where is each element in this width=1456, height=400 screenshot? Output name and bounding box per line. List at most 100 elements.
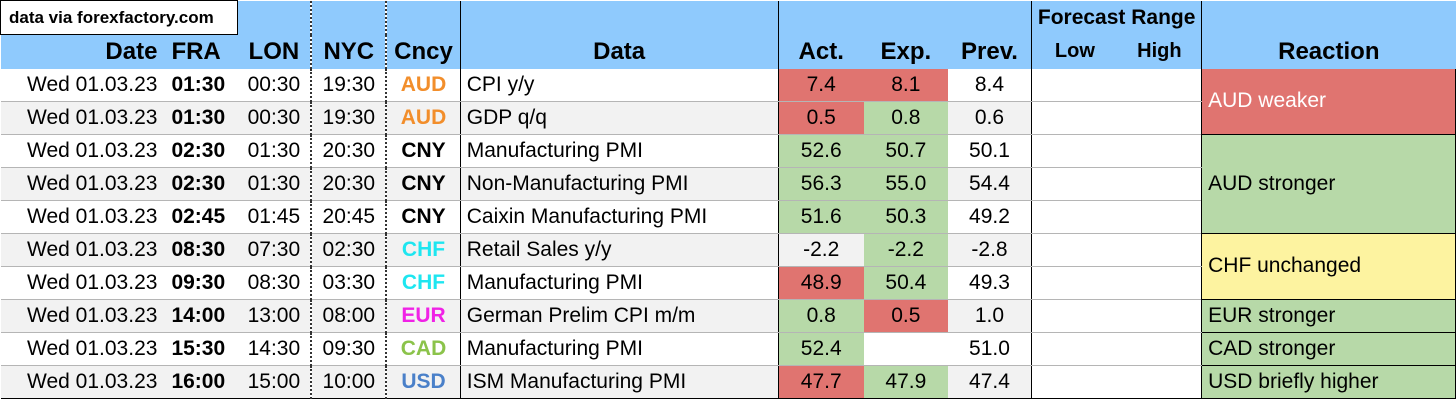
header-blank — [386, 0, 461, 35]
cell-forecast-high — [1117, 365, 1203, 399]
cell-forecast-low — [1031, 332, 1118, 366]
cell-expected: 8.1 — [863, 68, 948, 102]
cell-event: Caixin Manufacturing PMI — [460, 200, 779, 234]
table-row: Wed 01.03.23 16:00 15:00 10:00 USD ISM Manufa… — [0, 365, 1456, 399]
cell-previous: 54.4 — [947, 167, 1033, 201]
cell-lon-time: 00:30 — [237, 101, 313, 135]
cell-event: Non-Manufacturing PMI — [460, 167, 779, 201]
cell-previous: 0.6 — [947, 101, 1033, 135]
cell-date: Wed 01.03.23 — [0, 101, 166, 135]
cell-nyc-time: 19:30 — [311, 68, 388, 102]
cell-actual: 0.5 — [778, 101, 864, 135]
reaction-cell: AUD weaker — [1201, 68, 1456, 135]
cell-forecast-high — [1117, 101, 1203, 135]
cell-expected: 47.9 — [863, 365, 948, 399]
cell-actual: -2.2 — [778, 233, 864, 267]
cell-date: Wed 01.03.23 — [0, 134, 166, 168]
cell-previous: -2.8 — [947, 233, 1033, 267]
table-row: Wed 01.03.23 02:45 01:45 20:45 CNY Caixin Man… — [0, 200, 1456, 234]
cell-currency: CAD — [386, 332, 461, 366]
cell-date: Wed 01.03.23 — [0, 233, 166, 267]
cell-expected: 50.3 — [863, 200, 948, 234]
cell-expected: 50.4 — [863, 266, 948, 300]
col-header-fra: FRA — [165, 34, 238, 69]
cell-lon-time: 07:30 — [237, 233, 313, 267]
cell-lon-time: 01:30 — [237, 134, 313, 168]
col-header-data: Data — [460, 34, 779, 69]
table-row: Wed 01.03.23 02:30 01:30 20:30 CNY Manufactur… — [0, 134, 1456, 234]
col-header-lon: LON — [237, 34, 313, 69]
cell-date: Wed 01.03.23 — [0, 68, 166, 102]
cell-fra-time: 08:30 — [165, 233, 238, 267]
cell-fra-time: 15:30 — [165, 332, 238, 366]
cell-previous: 50.1 — [947, 134, 1033, 168]
cell-nyc-time: 08:00 — [311, 299, 388, 333]
cell-currency: AUD — [386, 68, 461, 102]
cell-fra-time: 02:45 — [165, 200, 238, 234]
cell-lon-time: 13:00 — [237, 299, 313, 333]
cell-lon-time: 08:30 — [237, 266, 313, 300]
cell-date: Wed 01.03.23 — [0, 332, 166, 366]
cell-forecast-high — [1117, 134, 1203, 168]
cell-actual: 52.4 — [778, 332, 864, 366]
cell-forecast-high — [1117, 332, 1203, 366]
cell-date: Wed 01.03.23 — [0, 299, 166, 333]
cell-currency: CNY — [386, 134, 461, 168]
table-row: Wed 01.03.23 02:30 01:30 20:30 CNY Non-Manufa… — [0, 167, 1456, 201]
col-header-exp: Exp. — [863, 34, 948, 69]
cell-nyc-time: 10:00 — [311, 365, 388, 399]
cell-event: ISM Manufacturing PMI — [460, 365, 779, 399]
header-blank — [460, 0, 779, 35]
table-row: Wed 01.03.23 01:30 00:30 19:30 AUD GDP q/q 0.5… — [0, 101, 1456, 135]
cell-event: CPI y/y — [460, 68, 779, 102]
cell-previous: 49.3 — [947, 266, 1033, 300]
col-header-cncy: Cncy — [386, 34, 461, 69]
cell-date: Wed 01.03.23 — [0, 365, 166, 399]
cell-lon-time: 15:00 — [237, 365, 313, 399]
cell-forecast-low — [1031, 167, 1118, 201]
cell-event: Manufacturing PMI — [460, 266, 779, 300]
header-blank — [311, 0, 388, 35]
cell-nyc-time: 20:45 — [311, 200, 388, 234]
cell-forecast-low — [1031, 299, 1118, 333]
cell-previous: 49.2 — [947, 200, 1033, 234]
cell-expected: -2.2 — [863, 233, 948, 267]
cell-actual: 47.7 — [778, 365, 864, 399]
table-row: Wed 01.03.23 08:30 07:30 02:30 CHF Retail Sal… — [0, 233, 1456, 300]
cell-actual: 51.6 — [778, 200, 864, 234]
cell-forecast-high — [1117, 299, 1203, 333]
cell-currency: CHF — [386, 233, 461, 267]
cell-lon-time: 00:30 — [237, 68, 313, 102]
cell-actual: 48.9 — [778, 266, 864, 300]
cell-previous: 47.4 — [947, 365, 1033, 399]
cell-fra-time: 09:30 — [165, 266, 238, 300]
table-row: Wed 01.03.23 01:30 00:30 19:30 AUD CPI y/y 7.4… — [0, 68, 1456, 135]
col-header-prev: Prev. — [947, 34, 1033, 69]
cell-actual: 7.4 — [778, 68, 864, 102]
header-blank — [778, 0, 864, 35]
reaction-cell: AUD stronger — [1201, 134, 1456, 234]
cell-forecast-low — [1031, 200, 1118, 234]
cell-forecast-low — [1031, 68, 1118, 102]
cell-expected: 50.7 — [863, 134, 948, 168]
cell-forecast-high — [1117, 68, 1203, 102]
reaction-cell: CHF unchanged — [1201, 233, 1456, 300]
cell-fra-time: 01:30 — [165, 68, 238, 102]
cell-expected: 55.0 — [863, 167, 948, 201]
cell-lon-time: 14:30 — [237, 332, 313, 366]
cell-forecast-low — [1031, 233, 1118, 267]
cell-fra-time: 16:00 — [165, 365, 238, 399]
cell-nyc-time: 09:30 — [311, 332, 388, 366]
cell-forecast-high — [1117, 167, 1203, 201]
cell-currency: AUD — [386, 101, 461, 135]
cell-actual: 52.6 — [778, 134, 864, 168]
cell-forecast-high — [1117, 200, 1203, 234]
cell-event: Retail Sales y/y — [460, 233, 779, 267]
cell-forecast-low — [1031, 365, 1118, 399]
reaction-cell: CAD stronger — [1201, 332, 1456, 366]
col-header-reaction: Reaction — [1201, 34, 1456, 69]
forecast-range-header: Forecast Range — [1031, 0, 1203, 35]
cell-nyc-time: 02:30 — [311, 233, 388, 267]
cell-currency: EUR — [386, 299, 461, 333]
